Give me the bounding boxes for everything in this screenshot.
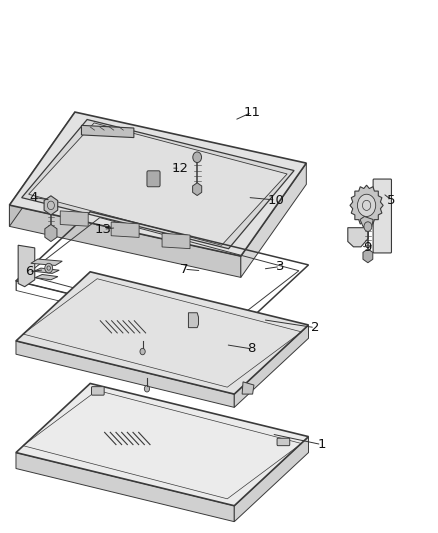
Polygon shape xyxy=(35,274,58,280)
Text: 12: 12 xyxy=(171,161,188,175)
Polygon shape xyxy=(234,325,308,407)
Polygon shape xyxy=(111,222,139,237)
Polygon shape xyxy=(360,216,373,227)
Polygon shape xyxy=(242,382,254,394)
Polygon shape xyxy=(348,228,368,247)
Text: 7: 7 xyxy=(180,263,188,276)
Polygon shape xyxy=(16,383,308,506)
Polygon shape xyxy=(162,233,190,249)
Circle shape xyxy=(193,152,201,163)
Polygon shape xyxy=(10,112,75,227)
Circle shape xyxy=(357,194,376,216)
Text: 9: 9 xyxy=(363,241,371,254)
Circle shape xyxy=(364,222,372,231)
Polygon shape xyxy=(10,205,241,277)
Circle shape xyxy=(145,385,150,392)
Polygon shape xyxy=(193,183,202,196)
Polygon shape xyxy=(241,163,306,277)
Polygon shape xyxy=(18,245,35,287)
FancyBboxPatch shape xyxy=(373,179,392,253)
Polygon shape xyxy=(234,437,308,522)
Text: 11: 11 xyxy=(243,106,260,119)
Polygon shape xyxy=(16,453,234,522)
Polygon shape xyxy=(188,313,198,328)
Text: 4: 4 xyxy=(29,191,38,204)
Polygon shape xyxy=(363,249,373,263)
Polygon shape xyxy=(16,341,234,407)
Polygon shape xyxy=(45,224,57,241)
Text: 5: 5 xyxy=(387,193,396,207)
Polygon shape xyxy=(31,259,62,265)
Text: 3: 3 xyxy=(276,260,284,273)
Polygon shape xyxy=(34,268,59,273)
Polygon shape xyxy=(60,211,88,226)
Circle shape xyxy=(45,263,53,273)
Polygon shape xyxy=(81,125,134,138)
Text: 6: 6 xyxy=(25,265,33,278)
Text: 1: 1 xyxy=(318,438,326,451)
Text: 2: 2 xyxy=(311,321,319,334)
FancyBboxPatch shape xyxy=(92,386,104,395)
FancyBboxPatch shape xyxy=(147,171,160,187)
Polygon shape xyxy=(10,112,306,256)
Circle shape xyxy=(140,349,145,355)
FancyBboxPatch shape xyxy=(277,438,290,446)
Text: 10: 10 xyxy=(267,193,284,207)
Polygon shape xyxy=(21,119,294,249)
Text: 8: 8 xyxy=(247,342,256,356)
Polygon shape xyxy=(350,185,383,225)
Polygon shape xyxy=(44,196,58,215)
Polygon shape xyxy=(28,123,287,245)
Text: 13: 13 xyxy=(95,223,112,236)
Polygon shape xyxy=(16,272,308,394)
